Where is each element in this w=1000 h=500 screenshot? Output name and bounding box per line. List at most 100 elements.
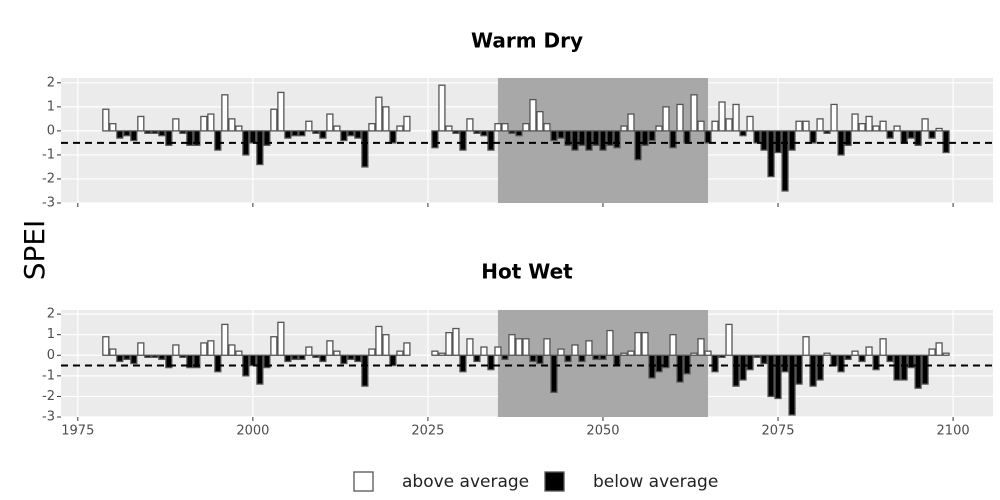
bar [830, 103, 838, 132]
bar [193, 354, 201, 369]
bar [200, 342, 208, 356]
bar [627, 350, 635, 356]
bar [550, 130, 558, 142]
bar [886, 130, 894, 139]
bar [935, 127, 943, 132]
y-tick-label: -2 [42, 389, 55, 404]
bar [382, 106, 390, 132]
bar [893, 354, 901, 381]
bar [312, 130, 320, 134]
bar [788, 354, 796, 416]
bar [452, 130, 460, 134]
bar [200, 115, 208, 132]
y-tick-label: -3 [42, 196, 55, 211]
bar [578, 130, 586, 146]
bar [102, 108, 110, 132]
x-tick-label: 2050 [586, 424, 619, 439]
bar [641, 130, 649, 146]
x-tick-label: 2075 [761, 424, 794, 439]
bar [473, 130, 481, 134]
bar [627, 113, 635, 132]
bar [620, 352, 628, 356]
bar [116, 130, 124, 139]
x-tick-label: 2100 [937, 424, 970, 439]
bar [669, 130, 677, 149]
bar [928, 130, 936, 139]
bar [529, 354, 537, 363]
bar [305, 346, 313, 356]
bar [571, 344, 579, 356]
y-tick-label: 0 [47, 123, 55, 138]
bar [872, 125, 880, 132]
bar [802, 336, 810, 356]
bar [347, 130, 355, 137]
bar [725, 118, 733, 132]
bar [921, 118, 929, 132]
bar [158, 354, 166, 361]
bar [375, 325, 383, 356]
panel-title: Hot Wet [481, 260, 573, 284]
legend-swatch [544, 471, 565, 492]
bar [347, 354, 355, 361]
bar [753, 130, 761, 144]
bar [326, 113, 334, 132]
bar [564, 354, 572, 363]
bar [564, 130, 572, 146]
bar [739, 130, 747, 137]
bar [767, 354, 775, 398]
bar [158, 130, 166, 137]
bar [802, 120, 810, 132]
bar [151, 354, 159, 358]
bar [396, 125, 404, 132]
bar [487, 354, 495, 371]
bar [263, 354, 271, 369]
bar [634, 130, 642, 161]
bar [109, 123, 117, 132]
bar [403, 115, 411, 132]
bar [466, 118, 474, 132]
y-tick-label: 1 [47, 327, 55, 342]
bar [592, 130, 600, 146]
bar [249, 130, 257, 144]
bar [144, 130, 152, 134]
bar [816, 354, 824, 381]
bar [851, 350, 859, 356]
bar [739, 354, 747, 381]
bar [746, 354, 754, 371]
bar [151, 130, 159, 134]
bar [704, 130, 712, 144]
bar [585, 340, 593, 356]
bar [655, 125, 663, 132]
bar [235, 350, 243, 356]
bar [109, 348, 117, 356]
bar [263, 130, 271, 146]
bar [459, 130, 467, 151]
bar [389, 354, 397, 367]
bar [655, 354, 663, 373]
bar [760, 130, 768, 151]
bar [613, 130, 621, 149]
bar [228, 118, 236, 132]
bar [186, 354, 194, 369]
bar [704, 350, 712, 356]
bar [844, 130, 852, 146]
bar [823, 352, 831, 356]
bar [550, 354, 558, 393]
bar [368, 123, 376, 132]
bar [389, 130, 397, 144]
bar [494, 123, 502, 132]
bar [172, 118, 180, 132]
bar [879, 120, 887, 132]
bar [886, 354, 894, 363]
bar [165, 130, 173, 146]
bar [935, 342, 943, 356]
bar [312, 354, 320, 358]
bar [431, 130, 439, 149]
bar [809, 354, 817, 387]
bar [487, 130, 495, 151]
bar [207, 113, 215, 132]
bar [522, 338, 530, 356]
y-tick-label: -1 [42, 147, 55, 162]
bar [445, 331, 453, 356]
